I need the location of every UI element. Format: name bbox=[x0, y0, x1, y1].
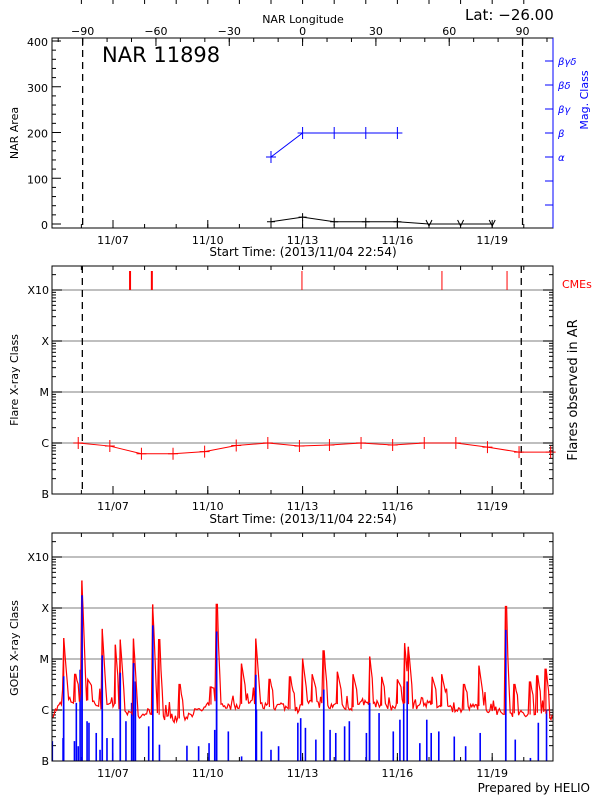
nar-title: NAR 11898 bbox=[102, 43, 220, 67]
flare-point bbox=[450, 437, 461, 449]
flare-point bbox=[168, 447, 179, 460]
flare-point bbox=[419, 437, 430, 449]
y-tick-label: 0 bbox=[41, 219, 48, 232]
flare-point bbox=[545, 446, 556, 459]
x-tick-label: 11/10 bbox=[192, 500, 224, 513]
mag-class-point bbox=[265, 151, 276, 163]
longitude-tick-label: 60 bbox=[442, 25, 456, 38]
nar-area-ylabel: NAR Area bbox=[8, 107, 21, 159]
x-tick-label: 11/16 bbox=[382, 234, 414, 247]
flare-point bbox=[199, 445, 210, 458]
longitude-axis-title: NAR Longitude bbox=[262, 13, 344, 26]
flare-point bbox=[482, 441, 493, 454]
y-tick-label: B bbox=[41, 755, 49, 768]
x-tick-label: 11/19 bbox=[476, 500, 508, 513]
y-tick-label: 100 bbox=[27, 173, 48, 186]
mag-class-point bbox=[392, 127, 403, 139]
y-tick-label: C bbox=[41, 704, 49, 717]
y-tick-label: X10 bbox=[27, 551, 49, 564]
y-tick-label: X10 bbox=[27, 284, 49, 297]
goes-short-channel bbox=[51, 595, 548, 761]
lat-label: Lat: −26.00 bbox=[465, 6, 554, 24]
mag-class-tick-label: βδ bbox=[557, 81, 571, 92]
flare-class-ylabel: Flare X-ray Class bbox=[8, 334, 21, 426]
x-tick-label: 11/16 bbox=[382, 767, 414, 780]
mag-class-tick-label: βγδ bbox=[557, 57, 576, 68]
goes-class-ylabel: GOES X-ray Class bbox=[8, 600, 21, 696]
y-tick-label: 400 bbox=[27, 36, 48, 49]
mag-class-label: Mag. Class bbox=[578, 70, 591, 129]
flare-class-panel: B C M X X10 11/07 11/10 11/13 11/16 11/19 bbox=[27, 266, 556, 513]
nar-area-zero-point bbox=[488, 219, 496, 228]
flare-point bbox=[136, 447, 147, 460]
nar-area-point bbox=[330, 217, 339, 226]
flares-observed-label: Flares observed in AR bbox=[566, 319, 581, 460]
y-tick-label: M bbox=[40, 386, 50, 399]
panel2-frame bbox=[51, 265, 554, 495]
longitude-tick-label: 30 bbox=[369, 25, 383, 38]
mag-class-point bbox=[360, 127, 371, 139]
mag-class-tick-label: β bbox=[557, 129, 565, 140]
x-tick-label: 11/07 bbox=[97, 234, 129, 247]
flare-point bbox=[324, 439, 335, 452]
longitude-tick-label: 0 bbox=[299, 25, 306, 38]
x-tick-label: 11/13 bbox=[287, 234, 319, 247]
y-tick-label: M bbox=[40, 653, 50, 666]
x-tick-label: 11/07 bbox=[97, 767, 129, 780]
longitude-tick-label: −90 bbox=[71, 25, 94, 38]
flare-point bbox=[73, 437, 84, 449]
x-tick-label: 11/10 bbox=[192, 234, 224, 247]
flare-point bbox=[356, 437, 367, 449]
x-tick-label: 11/13 bbox=[287, 767, 319, 780]
panel1-xlabel: Start Time: (2013/11/04 22:54) bbox=[209, 245, 396, 259]
longitude-tick-label: −60 bbox=[144, 25, 167, 38]
prepared-by: Prepared by HELIO bbox=[478, 781, 590, 795]
goes-xray-panel: B C M X X10 11/07 11/10 11/13 11/16 11/19 bbox=[27, 533, 553, 780]
mag-class-tick-label: α bbox=[558, 153, 565, 164]
nar-area-point bbox=[361, 217, 370, 226]
y-tick-label: B bbox=[41, 488, 49, 501]
cmes-label: CMEs bbox=[562, 278, 592, 291]
nar-area-zero-point bbox=[457, 219, 465, 228]
x-tick-label: 11/19 bbox=[476, 767, 508, 780]
longitude-tick-label: 90 bbox=[516, 25, 530, 38]
panel2-xlabel: Start Time: (2013/11/04 22:54) bbox=[209, 512, 396, 526]
flare-class-line bbox=[78, 442, 551, 455]
panel3-frame bbox=[51, 532, 554, 762]
flare-point bbox=[294, 440, 305, 453]
mag-class-point bbox=[329, 127, 340, 139]
y-tick-label: X bbox=[41, 335, 49, 348]
mag-class-tick-label: βγ bbox=[557, 105, 571, 116]
x-tick-label: 11/13 bbox=[287, 500, 319, 513]
flare-point bbox=[231, 439, 242, 452]
flare-point bbox=[262, 437, 273, 449]
x-tick-label: 11/16 bbox=[382, 500, 414, 513]
x-tick-label: 11/07 bbox=[97, 500, 129, 513]
nar-area-zero-point bbox=[425, 219, 433, 228]
nar-area-point bbox=[298, 213, 307, 222]
y-tick-label: 300 bbox=[27, 82, 48, 95]
y-tick-label: 200 bbox=[27, 128, 48, 141]
x-tick-label: 11/19 bbox=[476, 234, 508, 247]
flare-point bbox=[104, 440, 115, 453]
nar-area-line bbox=[270, 216, 493, 225]
flare-point bbox=[387, 439, 398, 452]
mag-class-point bbox=[297, 127, 308, 139]
flare-point bbox=[514, 446, 525, 459]
nar-area-point bbox=[266, 217, 275, 226]
nar-area-point bbox=[393, 217, 402, 226]
y-tick-label: X bbox=[41, 602, 49, 615]
x-tick-label: 11/10 bbox=[192, 767, 224, 780]
longitude-tick-label: −30 bbox=[218, 25, 241, 38]
y-tick-label: C bbox=[41, 437, 49, 450]
